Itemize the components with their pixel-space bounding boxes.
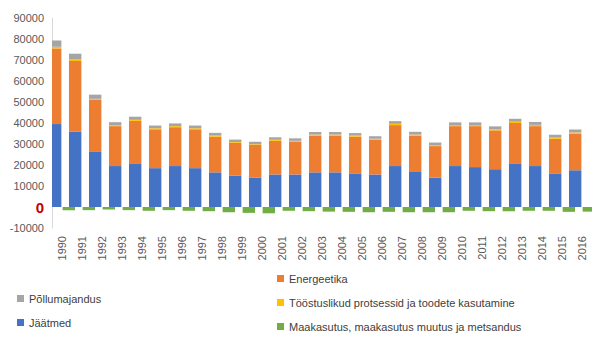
svg-text:50000: 50000 <box>13 96 44 108</box>
svg-text:2001: 2001 <box>276 236 288 260</box>
svg-text:1990: 1990 <box>56 236 68 260</box>
svg-text:Energeetika: Energeetika <box>289 273 349 285</box>
svg-text:20000: 20000 <box>13 159 44 171</box>
svg-text:-10000: -10000 <box>10 222 44 234</box>
svg-text:40000: 40000 <box>13 117 44 129</box>
svg-text:Tööstuslikud protsessid ja too: Tööstuslikud protsessid ja toodete kasut… <box>289 297 515 309</box>
svg-text:2003: 2003 <box>316 236 328 260</box>
svg-text:Jäätmed: Jäätmed <box>29 317 71 329</box>
svg-text:2004: 2004 <box>336 236 348 260</box>
svg-text:2007: 2007 <box>396 236 408 260</box>
svg-text:2010: 2010 <box>456 236 468 260</box>
svg-text:0: 0 <box>36 199 44 216</box>
svg-text:2013: 2013 <box>516 236 528 260</box>
svg-text:30000: 30000 <box>13 138 44 150</box>
svg-text:1993: 1993 <box>116 236 128 260</box>
svg-text:70000: 70000 <box>13 54 44 66</box>
svg-text:80000: 80000 <box>13 33 44 45</box>
svg-text:1995: 1995 <box>156 236 168 260</box>
svg-text:1998: 1998 <box>216 236 228 260</box>
svg-text:2014: 2014 <box>536 236 548 260</box>
svg-text:2015: 2015 <box>556 236 568 260</box>
svg-text:1996: 1996 <box>176 236 188 260</box>
svg-text:1994: 1994 <box>136 236 148 260</box>
svg-text:Maakasutus, maakasutus muutus: Maakasutus, maakasutus muutus ja metsand… <box>289 321 522 333</box>
svg-text:90000: 90000 <box>13 12 44 24</box>
svg-text:2008: 2008 <box>416 236 428 260</box>
svg-text:10000: 10000 <box>13 180 44 192</box>
svg-text:2012: 2012 <box>496 236 508 260</box>
svg-text:2005: 2005 <box>356 236 368 260</box>
svg-text:2002: 2002 <box>296 236 308 260</box>
svg-text:2016: 2016 <box>576 236 588 260</box>
svg-text:1992: 1992 <box>96 236 108 260</box>
svg-text:Põllumajandus: Põllumajandus <box>29 293 102 305</box>
svg-text:2000: 2000 <box>256 236 268 260</box>
svg-text:60000: 60000 <box>13 75 44 87</box>
svg-text:2011: 2011 <box>476 236 488 260</box>
svg-text:2006: 2006 <box>376 236 388 260</box>
svg-text:2009: 2009 <box>436 236 448 260</box>
svg-text:1999: 1999 <box>236 236 248 260</box>
svg-text:1991: 1991 <box>76 236 88 260</box>
svg-text:1997: 1997 <box>196 236 208 260</box>
